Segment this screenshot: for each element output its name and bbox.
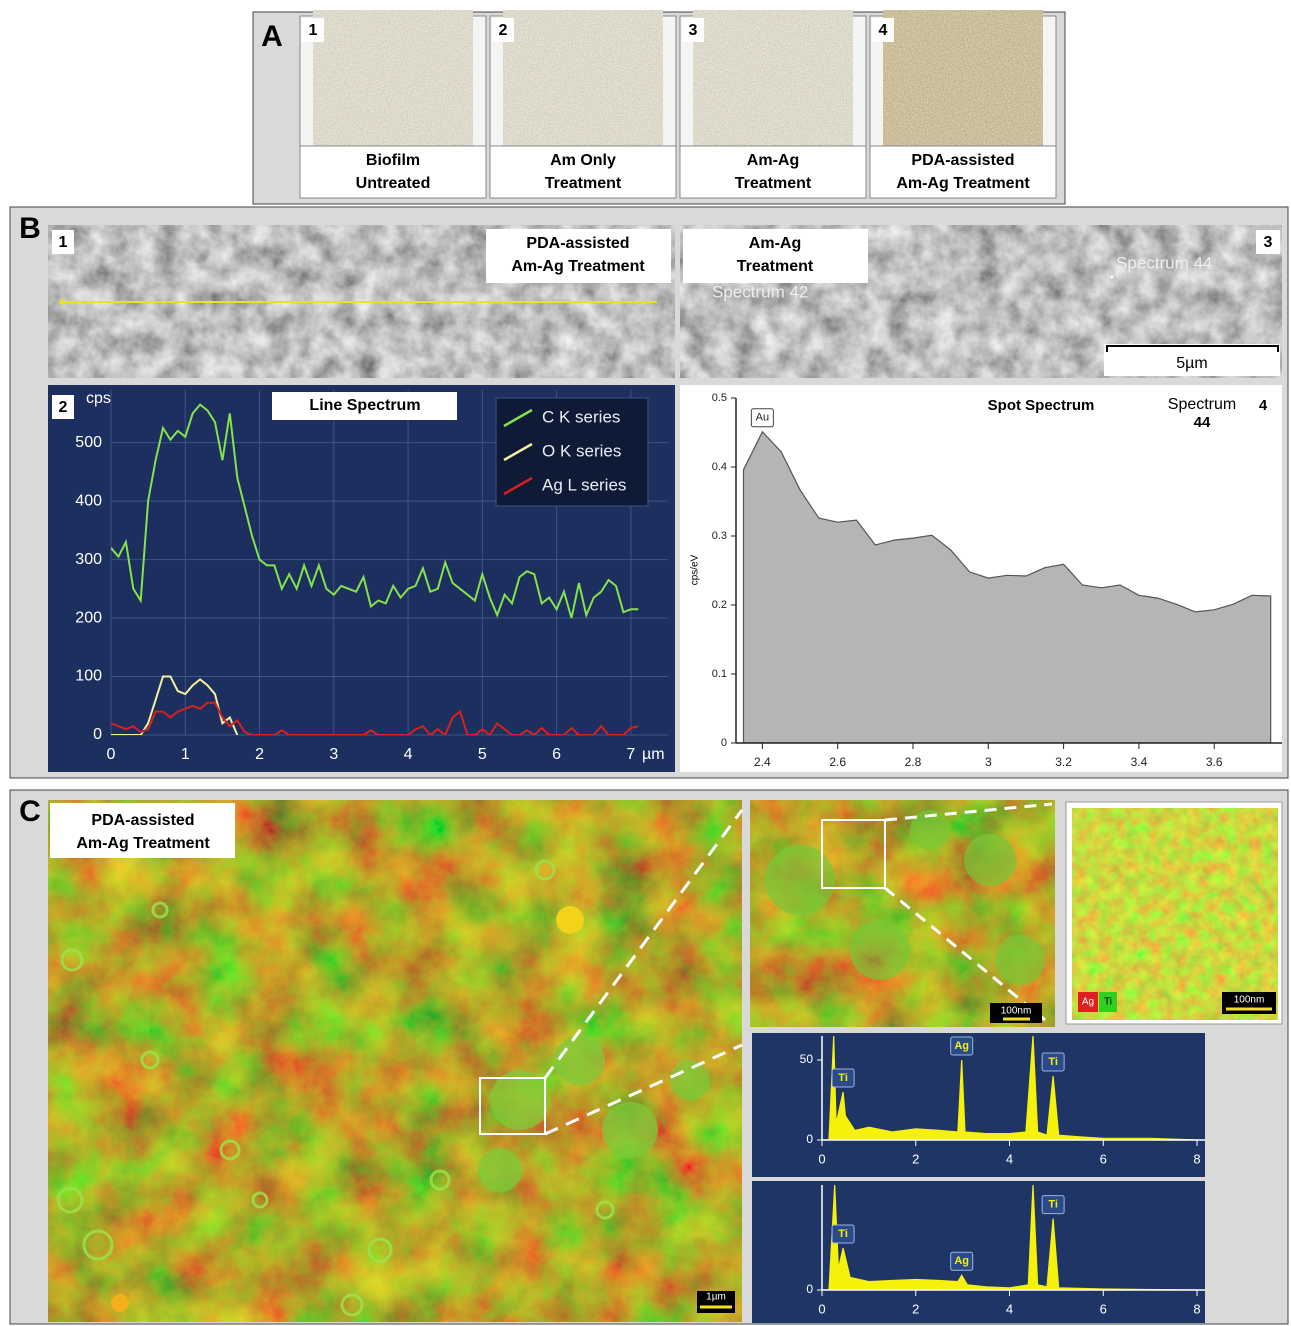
x-tick-label: 6 xyxy=(552,746,561,763)
x-tick-label: 5 xyxy=(478,746,487,763)
y-tick-label: 50 xyxy=(800,1052,814,1066)
annotation: Ag xyxy=(954,1040,969,1052)
panel-number: 4 xyxy=(1259,397,1268,414)
panel-number: 3 xyxy=(1264,234,1273,251)
chart-title: Spot Spectrum xyxy=(988,397,1095,414)
panel-number: 1 xyxy=(59,234,68,251)
image-caption: Untreated xyxy=(356,175,431,192)
x-tick-label: 2.6 xyxy=(829,755,846,769)
spectrum-label: Spectrum xyxy=(1168,396,1236,413)
scale-label: 1µm xyxy=(706,1292,726,1303)
panel-letter: A xyxy=(261,20,283,53)
x-tick-label: 6 xyxy=(1100,1151,1107,1166)
x-tick-label: 1 xyxy=(181,746,190,763)
image-caption: Treatment xyxy=(545,175,622,192)
x-tick-label: 3 xyxy=(985,755,992,769)
annotation: Ti xyxy=(838,1228,848,1240)
image-caption: Treatment xyxy=(737,258,814,275)
x-tick-label: 0 xyxy=(818,1301,825,1316)
x-tick-label: 2.8 xyxy=(905,755,922,769)
annotation: Au xyxy=(756,412,769,424)
x-tick-label: 8 xyxy=(1193,1301,1200,1316)
panel-letter: B xyxy=(19,212,41,245)
scale-label: 5µm xyxy=(1176,355,1207,372)
annotation: Ag xyxy=(954,1255,969,1267)
image-caption: Am-Ag Treatment xyxy=(511,258,645,275)
scan-start xyxy=(59,299,65,305)
x-tick-label: 0 xyxy=(818,1151,825,1166)
image-caption: Am-Ag xyxy=(747,152,799,169)
x-tick-label: 8 xyxy=(1193,1151,1200,1166)
panel-number: 2 xyxy=(499,22,508,39)
chart-title: Line Spectrum xyxy=(309,397,420,414)
image-caption: Am-Ag Treatment xyxy=(76,835,210,852)
eds-map xyxy=(48,800,742,1322)
panel-number: 1 xyxy=(309,22,318,39)
figure: A B C 1 Biofilm Untreated 2 Am Only Treatment… xyxy=(0,0,1291,1326)
element-map xyxy=(1072,808,1278,1020)
annotation: Ti xyxy=(1048,1199,1058,1211)
spot-marker xyxy=(1111,276,1114,279)
y-axis-label: cps/eV xyxy=(690,554,701,585)
x-tick-label: 2 xyxy=(912,1151,919,1166)
y-tick-label: 0 xyxy=(806,1132,813,1146)
x-tick-label: 2.4 xyxy=(754,755,771,769)
y-tick-label: 400 xyxy=(75,492,102,509)
annotation: Ti xyxy=(838,1072,848,1084)
scale-label: 100nm xyxy=(1001,1006,1032,1017)
y-tick-label: 300 xyxy=(75,551,102,568)
y-tick-label: 0.3 xyxy=(712,530,727,542)
x-tick-label: 6 xyxy=(1100,1301,1107,1316)
x-tick-label: 4 xyxy=(404,746,413,763)
annotation: Ti xyxy=(1048,1056,1058,1068)
x-tick-label: 2 xyxy=(912,1301,919,1316)
x-tick-label: 3.6 xyxy=(1206,755,1223,769)
y-tick-label: 0.1 xyxy=(712,668,727,680)
panel-number: 4 xyxy=(879,22,888,39)
panel-number: 2 xyxy=(59,399,68,416)
image-caption: PDA-assisted xyxy=(911,152,1014,169)
particle xyxy=(111,1294,129,1312)
image-caption: PDA-assisted xyxy=(91,812,194,829)
spot-label: Spectrum 42 xyxy=(712,282,808,301)
image-caption: Am Only xyxy=(550,152,616,169)
spot-label: Spectrum 44 xyxy=(1116,253,1212,272)
x-tick-label: 3.2 xyxy=(1055,755,1072,769)
y-tick-label: 0.2 xyxy=(712,599,727,611)
image-caption: PDA-assisted xyxy=(526,235,629,252)
panel-letter: C xyxy=(19,795,41,828)
y-tick-label: 0 xyxy=(806,1282,813,1296)
image-caption: Am-Ag xyxy=(749,235,801,252)
x-tick-label: 4 xyxy=(1006,1151,1013,1166)
map-legend: Ti xyxy=(1104,997,1112,1008)
x-tick-label: 0 xyxy=(107,746,116,763)
legend-entry: C K series xyxy=(542,407,620,426)
particle xyxy=(556,906,584,934)
y-tick-label: 500 xyxy=(75,434,102,451)
image-caption: Am-Ag Treatment xyxy=(896,175,1030,192)
x-tick-label: 3 xyxy=(329,746,338,763)
y-tick-label: 0.4 xyxy=(712,461,727,473)
y-tick-label: 100 xyxy=(75,668,102,685)
scale-label: 100nm xyxy=(1234,995,1265,1006)
y-tick-label: 0.5 xyxy=(712,392,727,404)
y-tick-label: 200 xyxy=(75,609,102,626)
y-tick-label: 0 xyxy=(93,726,102,743)
x-tick-label: 7 xyxy=(626,746,635,763)
image-caption: Biofilm xyxy=(366,152,420,169)
y-axis-label: cps xyxy=(86,390,111,407)
panel-number: 3 xyxy=(689,22,698,39)
x-tick-label: 3.4 xyxy=(1131,755,1148,769)
x-tick-label: 4 xyxy=(1006,1301,1013,1316)
legend-entry: O K series xyxy=(542,441,621,460)
x-axis-label: µm xyxy=(642,746,665,763)
x-tick-label: 2 xyxy=(255,746,264,763)
image-caption: Treatment xyxy=(735,175,812,192)
y-tick-label: 0 xyxy=(721,737,727,749)
spectrum-label: 44 xyxy=(1194,414,1211,431)
legend-entry: Ag L series xyxy=(542,475,626,494)
map-legend: Ag xyxy=(1082,997,1094,1008)
